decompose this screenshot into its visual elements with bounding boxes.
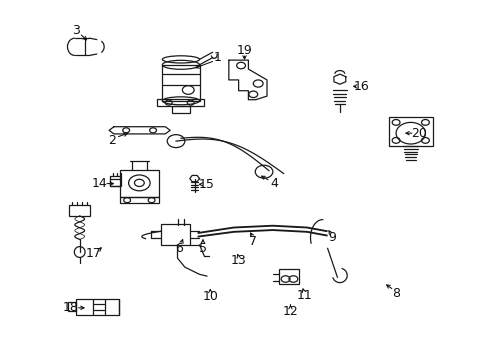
Text: 10: 10: [202, 291, 218, 303]
Bar: [157, 99, 204, 106]
Text: 7: 7: [249, 235, 257, 248]
Text: 19: 19: [236, 44, 252, 57]
Bar: [76, 299, 119, 315]
Text: 5: 5: [199, 242, 206, 255]
Bar: [172, 106, 189, 113]
Text: 8: 8: [391, 287, 399, 300]
Text: 16: 16: [353, 80, 369, 93]
Text: 13: 13: [230, 255, 245, 267]
Text: 4: 4: [269, 177, 277, 190]
Text: 9: 9: [328, 231, 336, 244]
Text: 20: 20: [410, 127, 426, 140]
Bar: [110, 176, 121, 186]
Bar: [120, 170, 159, 197]
Text: 6: 6: [175, 242, 183, 255]
Text: 11: 11: [296, 289, 312, 302]
Text: 2: 2: [108, 134, 116, 147]
Bar: [388, 117, 432, 146]
Text: 15: 15: [199, 178, 214, 191]
Text: 17: 17: [86, 247, 102, 260]
Text: 1: 1: [213, 51, 221, 64]
Bar: [69, 205, 90, 216]
Text: 3: 3: [72, 24, 80, 37]
Bar: [68, 302, 76, 311]
Bar: [162, 65, 199, 101]
Bar: [161, 224, 189, 245]
Bar: [120, 197, 159, 203]
Bar: [278, 269, 299, 284]
Text: 14: 14: [91, 177, 107, 190]
Text: 12: 12: [283, 305, 298, 318]
Text: 18: 18: [63, 301, 79, 314]
